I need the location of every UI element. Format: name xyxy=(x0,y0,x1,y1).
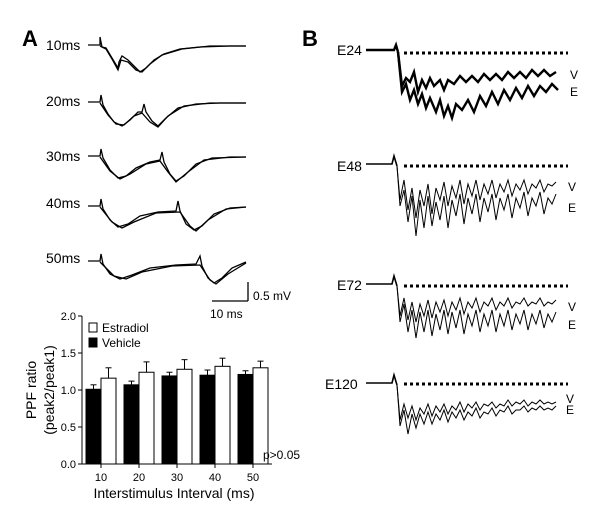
bar-estradiol-10 xyxy=(100,377,117,465)
legend-swatch-estradiol xyxy=(88,322,98,333)
marker-e24-estradiol: E xyxy=(570,85,578,99)
bar-vehicle-40 xyxy=(199,374,216,465)
y-axis-title-line2: (peak2/peak1) xyxy=(41,345,57,435)
trace-30ms-overlay xyxy=(99,156,246,183)
trace-e72-vehicle xyxy=(396,285,557,323)
scale-bar-voltage-label: 0.5 mV xyxy=(253,289,291,303)
ppf-bar-chart: 0.0 0.5 1.0 1.5 2.0 10 20 30 40 50 Estradiol Veh… xyxy=(23,311,300,501)
trace-e48-vehicle xyxy=(396,165,557,219)
trace-e72-baseline xyxy=(366,272,398,287)
trace-e72-estradiol xyxy=(396,285,557,339)
bar-estradiol-20 xyxy=(138,371,155,465)
bar-vehicle-10 xyxy=(85,388,102,465)
marker-e72-vehicle: V xyxy=(568,300,576,314)
trace-e120-vehicle xyxy=(396,384,557,422)
bar-vehicle-20 xyxy=(123,384,140,465)
y-tick-label: 0.5 xyxy=(61,422,76,434)
bars xyxy=(85,357,269,465)
trace-label-30ms: 30ms xyxy=(46,148,80,164)
y-tick-label: 0.0 xyxy=(61,459,76,471)
x-tick-label: 30 xyxy=(171,472,183,484)
trace-label-e24: E24 xyxy=(337,42,362,58)
trace-e120-baseline xyxy=(366,371,398,386)
trace-e48-baseline xyxy=(366,152,398,167)
trace-10ms-overlay xyxy=(99,45,246,73)
trace-e120-estradiol xyxy=(396,384,557,435)
marker-e48-vehicle: V xyxy=(568,180,576,194)
bar-vehicle-30 xyxy=(161,375,178,465)
panel-a-letter: A xyxy=(22,26,38,51)
trace-20ms-overlay xyxy=(99,102,246,128)
trace-30ms xyxy=(88,148,247,182)
scale-bar xyxy=(212,282,249,302)
panel-a-traces xyxy=(88,36,247,285)
marker-e48-estradiol: E xyxy=(568,201,576,215)
legend-swatch-vehicle xyxy=(88,337,98,348)
trace-label-50ms: 50ms xyxy=(46,250,80,266)
marker-e120-vehicle: V xyxy=(566,392,574,406)
marker-e120-estradiol: E xyxy=(566,403,574,417)
trace-50ms xyxy=(88,253,247,284)
panel-b-letter: B xyxy=(302,26,318,51)
trace-e24-vehicle xyxy=(396,51,557,97)
y-tick-label: 1.0 xyxy=(61,385,76,397)
trace-40ms xyxy=(88,198,247,231)
x-tick-label: 20 xyxy=(133,472,145,484)
y-tick-label: 1.5 xyxy=(61,348,76,360)
trace-e24-baseline xyxy=(366,41,400,53)
legend-label-vehicle: Vehicle xyxy=(102,336,141,350)
trace-e24-estradiol xyxy=(396,51,559,123)
trace-e48-estradiol xyxy=(396,165,557,237)
x-axis-title: Interstimulus Interval (ms) xyxy=(93,485,254,501)
trace-label-40ms: 40ms xyxy=(46,195,80,211)
trace-label-e120: E120 xyxy=(325,376,358,392)
marker-e24-vehicle: V xyxy=(570,68,578,82)
y-ticks: 0.0 0.5 1.0 1.5 2.0 xyxy=(61,311,82,471)
scale-bar-time-label: 10 ms xyxy=(210,307,243,321)
y-axis-title-line1: PPF ratio xyxy=(23,361,39,420)
x-tick-label: 40 xyxy=(209,472,221,484)
x-tick-label: 10 xyxy=(95,472,107,484)
panel-b-traces xyxy=(366,41,559,435)
trace-label-e48: E48 xyxy=(337,158,362,174)
bar-estradiol-30 xyxy=(176,368,193,465)
trace-40ms-overlay xyxy=(99,206,247,232)
legend-label-estradiol: Estradiol xyxy=(102,321,149,335)
x-ticks: 10 20 30 40 50 xyxy=(95,464,259,484)
trace-label-e72: E72 xyxy=(337,277,362,293)
trace-10ms xyxy=(88,36,246,73)
marker-e72-estradiol: E xyxy=(568,318,576,332)
significance-annotation: p>0.05 xyxy=(263,448,300,462)
bar-estradiol-40 xyxy=(214,365,231,465)
trace-20ms xyxy=(88,94,246,127)
trace-label-20ms: 20ms xyxy=(46,93,80,109)
x-tick-label: 50 xyxy=(247,472,259,484)
trace-label-10ms: 10ms xyxy=(46,37,80,53)
y-tick-label: 2.0 xyxy=(61,311,76,323)
bar-vehicle-50 xyxy=(237,373,254,465)
trace-50ms-overlay xyxy=(99,261,247,285)
